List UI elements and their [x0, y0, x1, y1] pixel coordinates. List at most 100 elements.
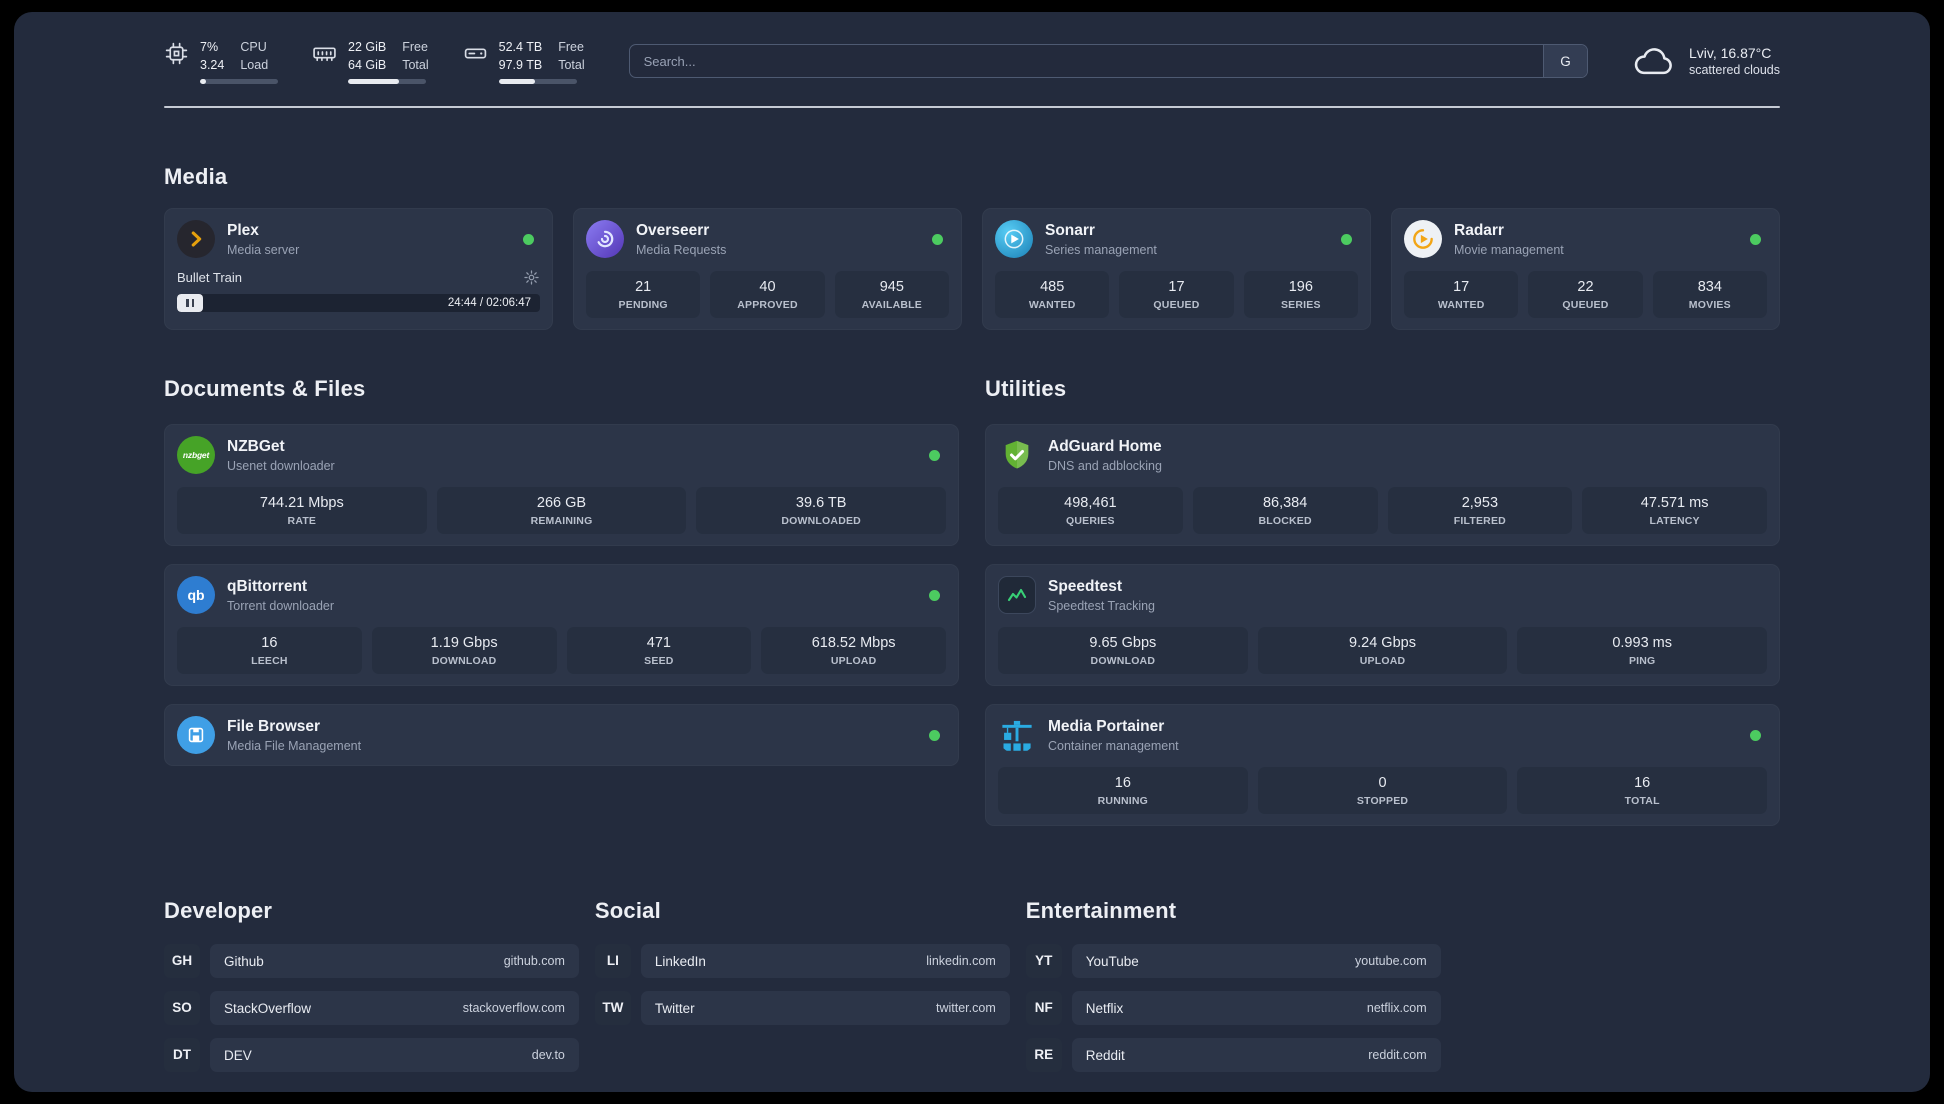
app-subtitle: Media server: [227, 242, 300, 257]
stat-tile: 39.6 TB DOWNLOADED: [696, 487, 947, 535]
bookmark-youtube[interactable]: YT YouTube youtube.com: [1025, 944, 1441, 979]
app-card-qbittorrent[interactable]: qb qBittorrent Torrent downloader 16 LEE…: [164, 564, 959, 687]
bookmark-url: twitter.com: [936, 1001, 996, 1016]
stat-value: 16: [261, 635, 278, 652]
app-name: NZBGet: [227, 437, 285, 455]
stat-tile: 47.571 ms LATENCY: [1582, 487, 1767, 535]
radarr-icon: [1404, 220, 1442, 259]
bookmark-abbr: RE: [1025, 1038, 1062, 1073]
stat-value: 47.571 ms: [1640, 495, 1709, 512]
stat-label: UPLOAD: [830, 655, 877, 668]
portainer-icon: [998, 716, 1036, 754]
app-card-plex[interactable]: Plex Media server Bullet Train 24:44 / 0…: [164, 208, 553, 331]
settings-gear-icon[interactable]: [523, 269, 540, 286]
stat-tile: 618.52 Mbps UPLOAD: [761, 627, 946, 675]
disk-total-label: Total: [558, 58, 585, 73]
bookmark-name: Reddit: [1085, 1047, 1125, 1063]
bookmark-twitter[interactable]: TW Twitter twitter.com: [594, 991, 1010, 1026]
stat-label: RUNNING: [1097, 795, 1149, 808]
stat-label: REMAINING: [530, 515, 593, 528]
stat-label: LEECH: [251, 655, 288, 668]
bookmark-reddit[interactable]: RE Reddit reddit.com: [1025, 1038, 1441, 1073]
speedtest-icon: [998, 576, 1036, 615]
bookmark-url: dev.to: [531, 1048, 565, 1063]
bookmark-name: DEV: [224, 1047, 252, 1063]
app-card-nzbget[interactable]: nzbget NZBGet Usenet downloader 744.21 M…: [164, 424, 959, 547]
stat-label: QUEUED: [1153, 299, 1200, 312]
section-title-social: Social: [594, 898, 661, 924]
stat-tile: 945 AVAILABLE: [834, 271, 949, 319]
section-title-media: Media: [164, 164, 228, 190]
weather-location: Lviv, 16.87°C: [1688, 45, 1772, 62]
bookmark-name: Github: [224, 953, 264, 969]
bookmark-url: youtube.com: [1355, 954, 1427, 969]
cpu-usage-bar: [200, 79, 278, 85]
stat-value: 16: [1114, 775, 1131, 792]
stat-value: 86,384: [1262, 495, 1308, 512]
app-card-adguard[interactable]: AdGuard Home DNS and adblocking 498,461 …: [985, 424, 1780, 547]
bookmark-netflix[interactable]: NF Netflix netflix.com: [1025, 991, 1441, 1026]
bookmark-name: YouTube: [1085, 953, 1139, 969]
app-subtitle: Usenet downloader: [227, 458, 335, 473]
nzbget-icon: nzbget: [177, 436, 215, 475]
status-dot: [1750, 233, 1761, 245]
plex-icon: [177, 220, 215, 259]
stat-value: 22: [1577, 279, 1594, 296]
playback-progress-bar[interactable]: 24:44 / 02:06:47: [177, 294, 540, 313]
header-divider: [164, 106, 1780, 109]
app-card-filebrowser[interactable]: File Browser Media File Management: [164, 704, 959, 767]
search-input[interactable]: [629, 45, 1543, 78]
cpu-chip-icon: [165, 42, 188, 65]
bookmark-abbr: DT: [164, 1038, 200, 1073]
app-card-radarr[interactable]: Radarr Movie management 17 WANTED 22 QUE…: [1391, 208, 1780, 331]
bookmark-name: Twitter: [654, 1000, 695, 1016]
stat-tile: 1.19 Gbps DOWNLOAD: [371, 627, 557, 675]
stat-label: PING: [1628, 655, 1656, 668]
stat-tile: 17 WANTED: [1404, 271, 1519, 319]
stat-value: 618.52 Mbps: [811, 635, 896, 652]
stat-value: 744.21 Mbps: [259, 495, 344, 512]
filebrowser-icon: [177, 716, 215, 755]
bookmark-url: netflix.com: [1366, 1001, 1427, 1016]
stat-tile: 0 STOPPED: [1257, 767, 1508, 815]
entertainment-column: Entertainment YT YouTube youtube.com NF …: [1025, 898, 1441, 1073]
stat-label: DOWNLOADED: [781, 515, 861, 528]
app-card-speedtest[interactable]: Speedtest Speedtest Tracking 9.65 Gbps D…: [985, 564, 1780, 687]
stat-value: 945: [879, 279, 904, 296]
pause-button[interactable]: [177, 294, 203, 313]
bookmark-name: StackOverflow: [224, 1000, 312, 1016]
app-card-overseerr[interactable]: Overseerr Media Requests 21 PENDING 40 A…: [573, 208, 962, 331]
stat-value: 498,461: [1064, 495, 1117, 512]
stat-tile: 744.21 Mbps RATE: [177, 487, 427, 535]
stat-tile: 0.993 ms PING: [1517, 627, 1768, 675]
now-playing-title: Bullet Train: [177, 270, 243, 286]
cpu-load: 3.24: [200, 58, 225, 73]
search-bar: G: [628, 44, 1588, 79]
bookmark-abbr: GH: [164, 944, 200, 979]
sonarr-icon: [995, 220, 1033, 259]
cpu-metric: 7% 3.24 CPU Load: [164, 38, 278, 85]
stat-value: 471: [646, 635, 671, 652]
adguard-icon: [998, 436, 1036, 474]
bookmark-abbr: YT: [1025, 944, 1062, 979]
bookmark-linkedin[interactable]: LI LinkedIn linkedin.com: [594, 944, 1010, 979]
ram-total-label: Total: [402, 58, 429, 73]
stat-tile: 17 QUEUED: [1119, 271, 1234, 319]
status-dot: [929, 449, 940, 461]
bookmark-github[interactable]: GH Github github.com: [164, 944, 579, 979]
weather-widget: Lviv, 16.87°C scattered clouds: [1632, 44, 1780, 78]
top-bar: 7% 3.24 CPU Load: [164, 38, 1780, 85]
app-subtitle: Movie management: [1454, 242, 1564, 257]
app-card-sonarr[interactable]: Sonarr Series management 485 WANTED 17 Q…: [982, 208, 1371, 331]
section-title-entertainment: Entertainment: [1025, 898, 1177, 924]
search-engine-button[interactable]: G: [1542, 45, 1587, 78]
app-card-portainer[interactable]: Media Portainer Container management 16 …: [985, 704, 1780, 827]
bookmark-stackoverflow[interactable]: SO StackOverflow stackoverflow.com: [164, 991, 579, 1026]
status-dot: [929, 589, 940, 601]
bookmark-abbr: SO: [164, 991, 200, 1026]
bookmark-dev[interactable]: DT DEV dev.to: [164, 1038, 579, 1073]
app-name: Speedtest: [1048, 577, 1123, 595]
bookmark-abbr: NF: [1025, 991, 1062, 1026]
stat-label: SEED: [644, 655, 674, 668]
status-dot: [523, 233, 534, 245]
